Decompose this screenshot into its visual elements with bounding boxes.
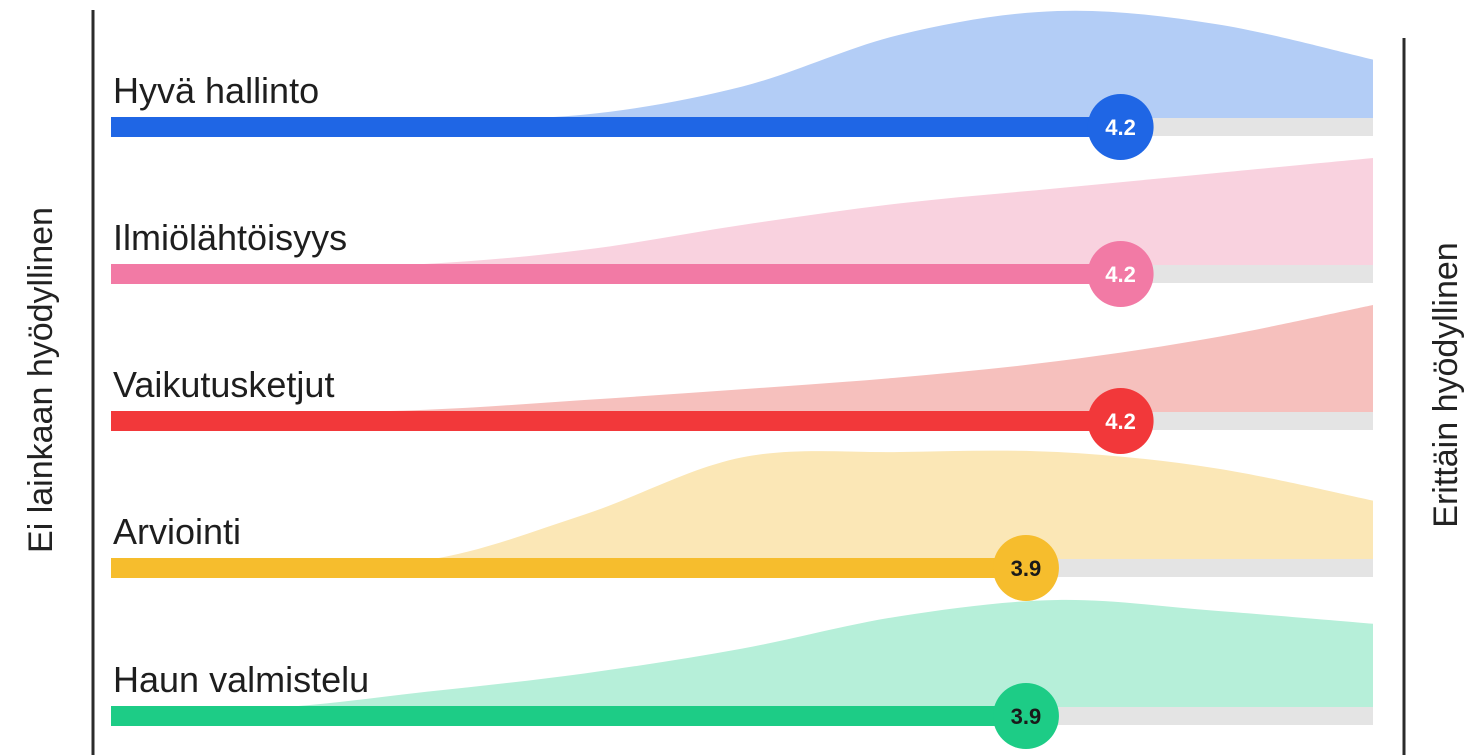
density-area	[111, 158, 1373, 267]
mean-value: 3.9	[1011, 704, 1042, 729]
series-label: Hyvä hallinto	[113, 70, 319, 111]
mean-value: 3.9	[1011, 556, 1042, 581]
series-row: Haun valmistelu 3.9	[111, 599, 1373, 749]
series-label: Haun valmistelu	[113, 659, 369, 700]
series-row: Hyvä hallinto 4.2	[111, 10, 1373, 160]
density-area	[111, 450, 1373, 564]
series-label: Ilmiölähtöisyys	[113, 217, 347, 258]
mean-badge	[1087, 94, 1154, 160]
mean-bar	[111, 558, 1026, 578]
mean-badge	[1087, 388, 1154, 454]
mean-bar	[111, 411, 1121, 431]
right-axis-label: Erittäin hyödyllinen	[1427, 242, 1465, 527]
mean-bar	[111, 706, 1026, 726]
mean-value: 4.2	[1105, 115, 1136, 140]
series-label: Arviointi	[113, 511, 241, 552]
mean-badge	[1087, 241, 1154, 307]
mean-value: 4.2	[1105, 262, 1136, 287]
chart-rows: Hyvä hallinto4.2Ilmiölähtöisyys4.2Vaikut…	[111, 10, 1373, 749]
density-area	[111, 599, 1373, 710]
left-axis-label: Ei lainkaan hyödyllinen	[22, 207, 60, 553]
series-row: Vaikutusketjut 4.2	[111, 305, 1373, 454]
mean-badge	[992, 683, 1059, 749]
density-area	[111, 305, 1373, 414]
mean-badge	[992, 535, 1059, 601]
density-area	[111, 10, 1373, 120]
series-label: Vaikutusketjut	[113, 364, 334, 405]
mean-value: 4.2	[1105, 409, 1136, 434]
series-row: Arviointi 3.9	[111, 450, 1373, 601]
mean-bar	[111, 117, 1121, 137]
mean-bar	[111, 264, 1121, 284]
series-row: Ilmiölähtöisyys 4.2	[111, 158, 1373, 307]
